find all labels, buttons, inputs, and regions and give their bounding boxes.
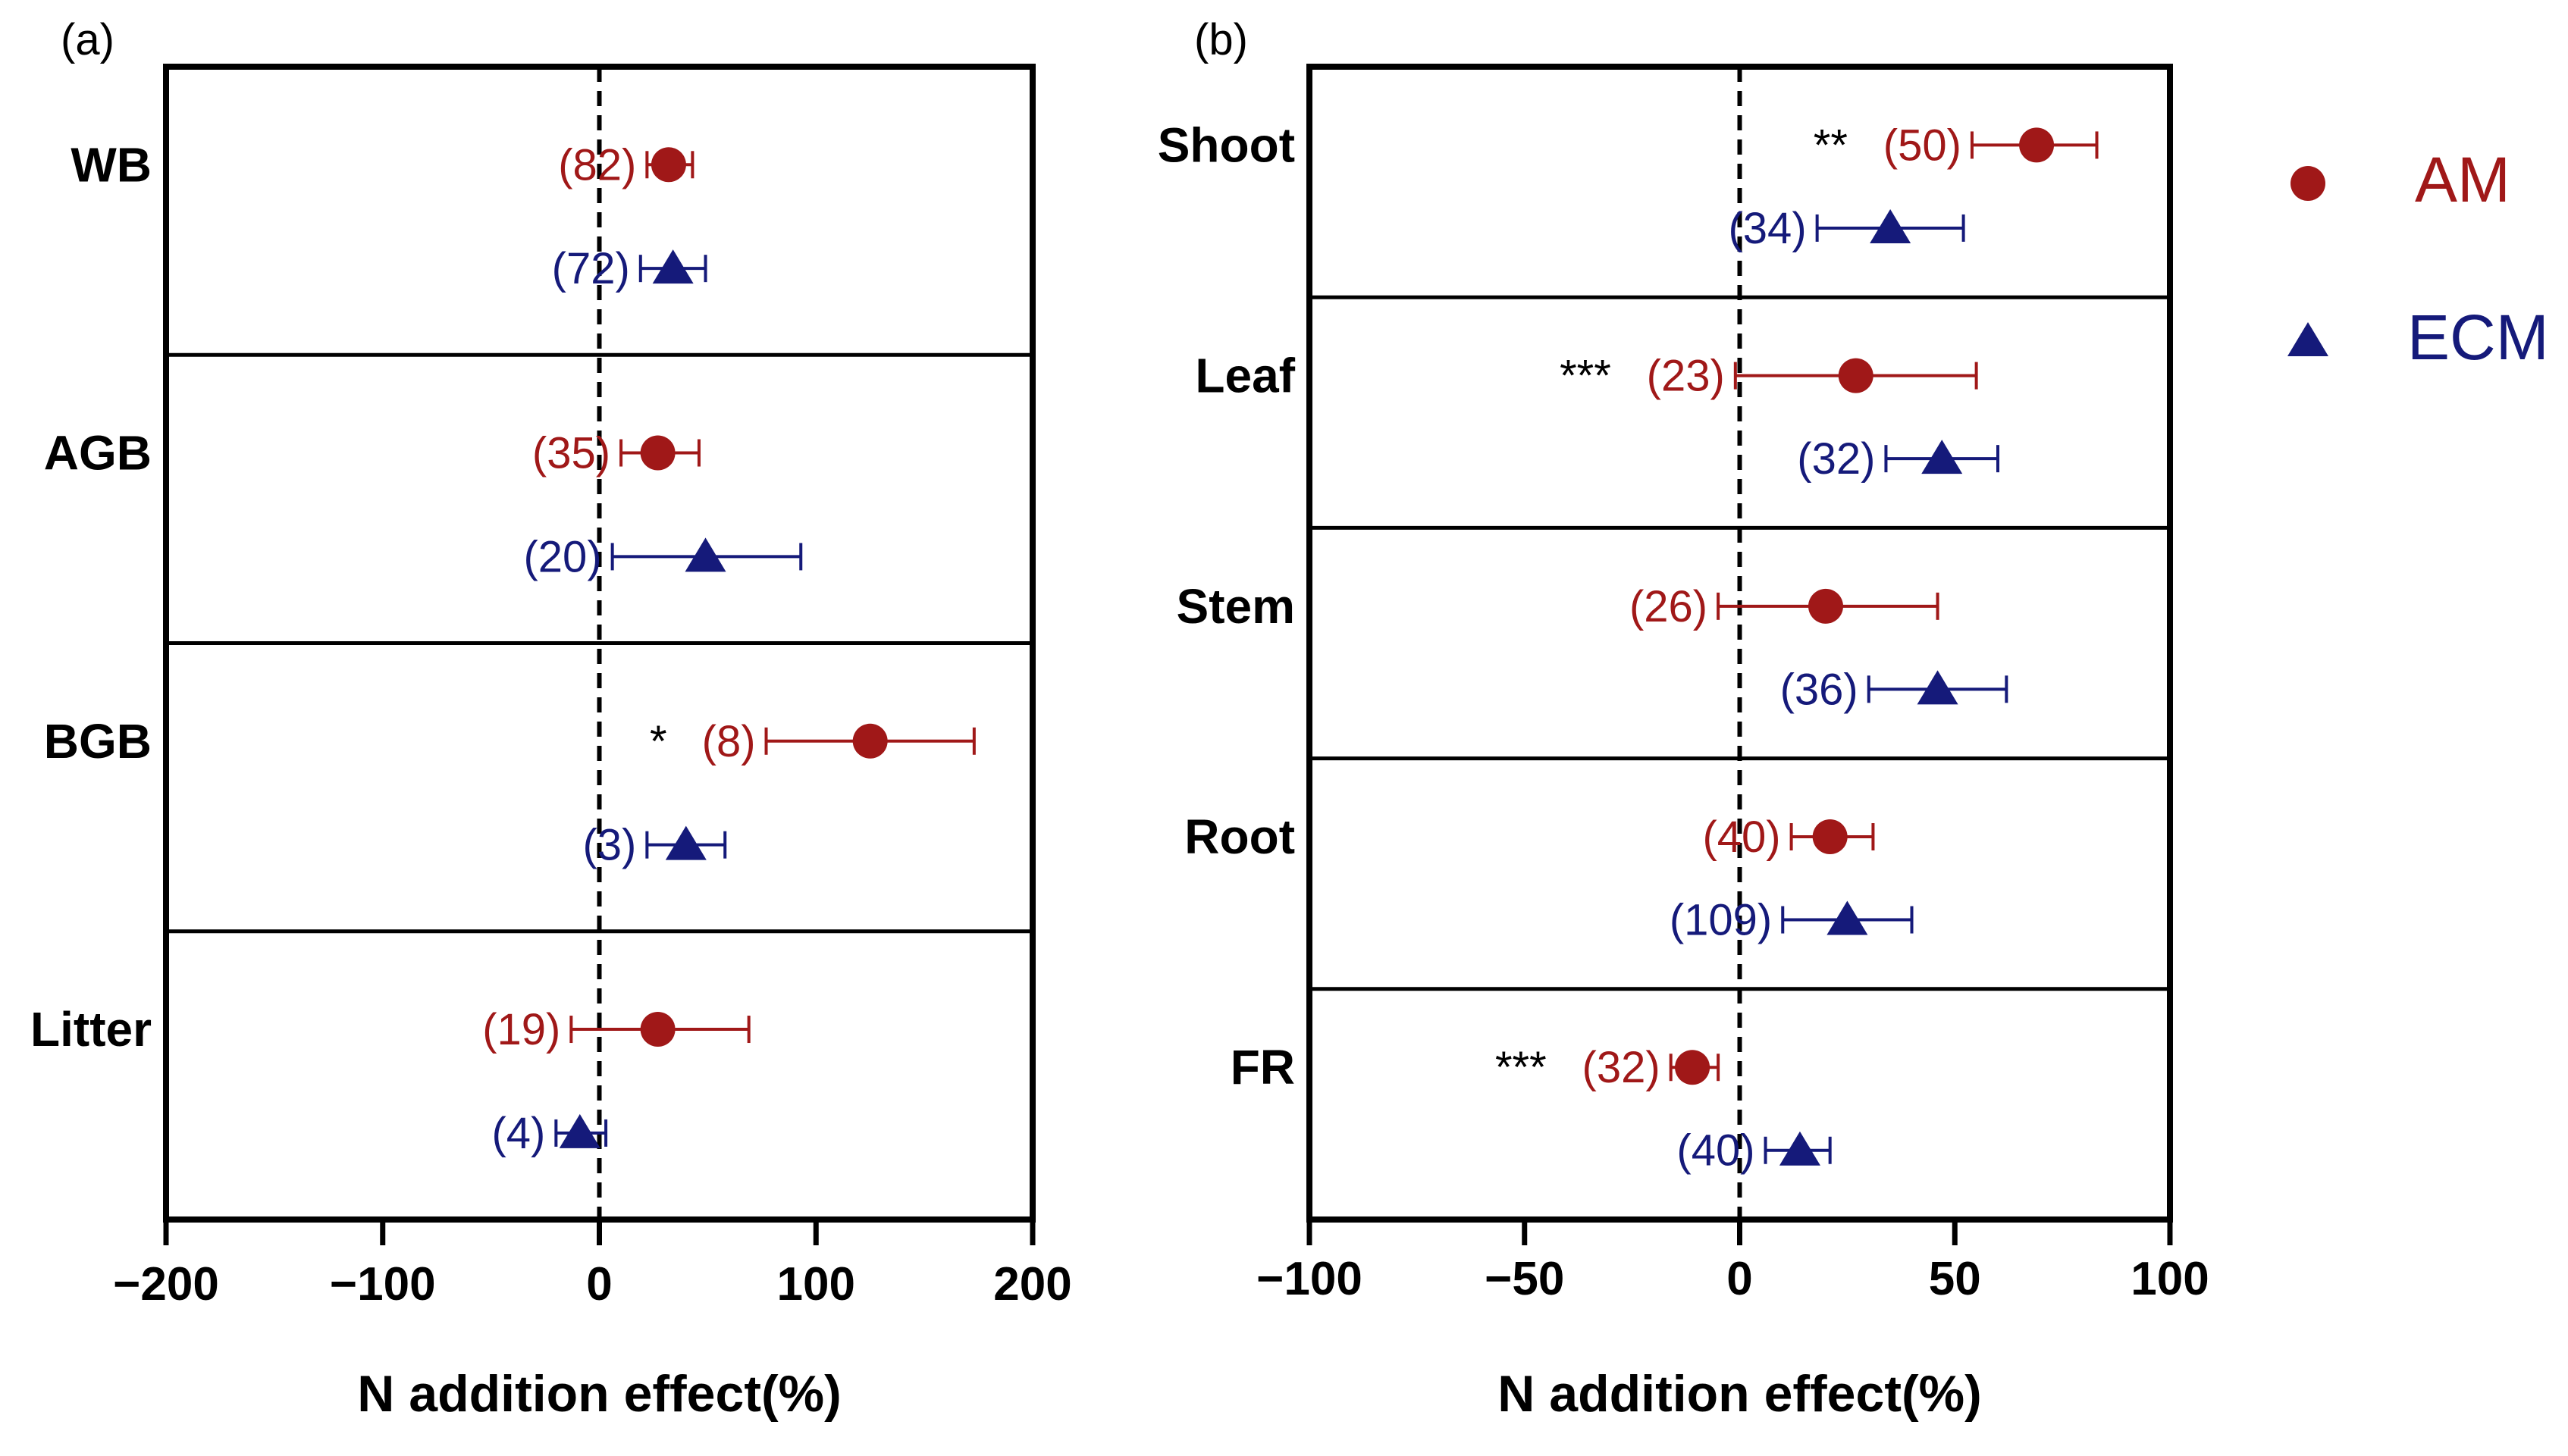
group-label: Leaf [1195,349,1295,403]
ecm-sample-size-label: (109) [1670,896,1772,945]
am-sample-size-label: (19) [482,1005,560,1054]
ecm-point [559,1113,600,1148]
ecm-point [652,249,694,284]
am-sample-size-label: (26) [1629,582,1707,631]
group-label: Stem [1177,579,1296,634]
ecm-sample-size-label: (34) [1728,204,1806,253]
panel-label: (b) [1194,15,1248,64]
group-label: FR [1231,1040,1295,1094]
ecm-point [685,537,726,572]
x-tick-label: 200 [993,1258,1071,1310]
ecm-point [1870,208,1911,243]
x-axis-label: N addition effect(%) [357,1365,841,1423]
x-tick-label: 50 [1929,1253,1981,1305]
am-point [640,435,676,471]
am-point [1838,358,1873,393]
am-sample-size-label: (32) [1582,1043,1660,1092]
x-tick-label: 100 [777,1258,855,1310]
significance-label: ** [1814,121,1848,170]
ecm-sample-size-label: (20) [523,532,601,581]
am-point [852,723,888,759]
x-tick-label: 0 [586,1258,612,1310]
group-label: Root [1184,809,1295,864]
panel-label: (a) [61,15,114,64]
ecm-sample-size-label: (3) [582,821,636,870]
am-sample-size-label: (23) [1647,352,1725,401]
ecm-point [665,825,707,860]
legend-am-marker [2291,166,2325,201]
am-point [1812,819,1848,855]
am-sample-size-label: (50) [1883,121,1961,170]
am-sample-size-label: (8) [702,717,756,766]
group-label: AGB [44,426,152,481]
ecm-sample-size-label: (40) [1676,1126,1754,1176]
significance-label: *** [1560,352,1611,401]
group-label: BGB [44,714,152,769]
am-point [640,1012,676,1047]
ecm-point [1917,670,1958,705]
am-point [1808,588,1843,624]
ecm-sample-size-label: (32) [1797,434,1875,484]
ecm-point [1921,440,1963,474]
x-tick-label: 0 [1726,1253,1752,1305]
significance-label: * [650,717,667,766]
x-tick-label: −100 [1256,1253,1362,1305]
ecm-sample-size-label: (72) [552,244,630,293]
group-label: WB [71,137,152,192]
significance-label: *** [1495,1043,1547,1092]
am-point [651,147,686,183]
am-point [2019,127,2055,163]
group-label: Litter [30,1002,152,1057]
legend-ecm-label: ECM [2407,302,2549,373]
am-sample-size-label: (82) [558,140,636,189]
ecm-point [1826,900,1868,935]
x-tick-label: 100 [2131,1253,2209,1305]
legend: AM ECM [2287,144,2549,373]
x-axis-label: N addition effect(%) [1497,1365,1981,1423]
legend-ecm-marker [2287,322,2328,356]
x-tick-label: −200 [113,1258,219,1310]
panel-a: (a) −200 −100 0 100 200 N addition effect(%) WB… [30,15,1072,1423]
legend-am-label: AM [2415,144,2510,215]
x-tick-label: −50 [1485,1253,1564,1305]
group-label: Shoot [1158,117,1295,172]
ecm-sample-size-label: (36) [1780,665,1858,714]
am-sample-size-label: (35) [532,429,610,478]
ecm-point [1779,1131,1820,1166]
panel-b: (b) −100 −50 0 50 100 N addition effect(%) Shoo… [1158,15,2209,1423]
am-sample-size-label: (40) [1702,813,1780,862]
am-point [1675,1050,1710,1085]
x-tick-label: −100 [330,1258,436,1310]
ecm-sample-size-label: (4) [491,1109,545,1158]
